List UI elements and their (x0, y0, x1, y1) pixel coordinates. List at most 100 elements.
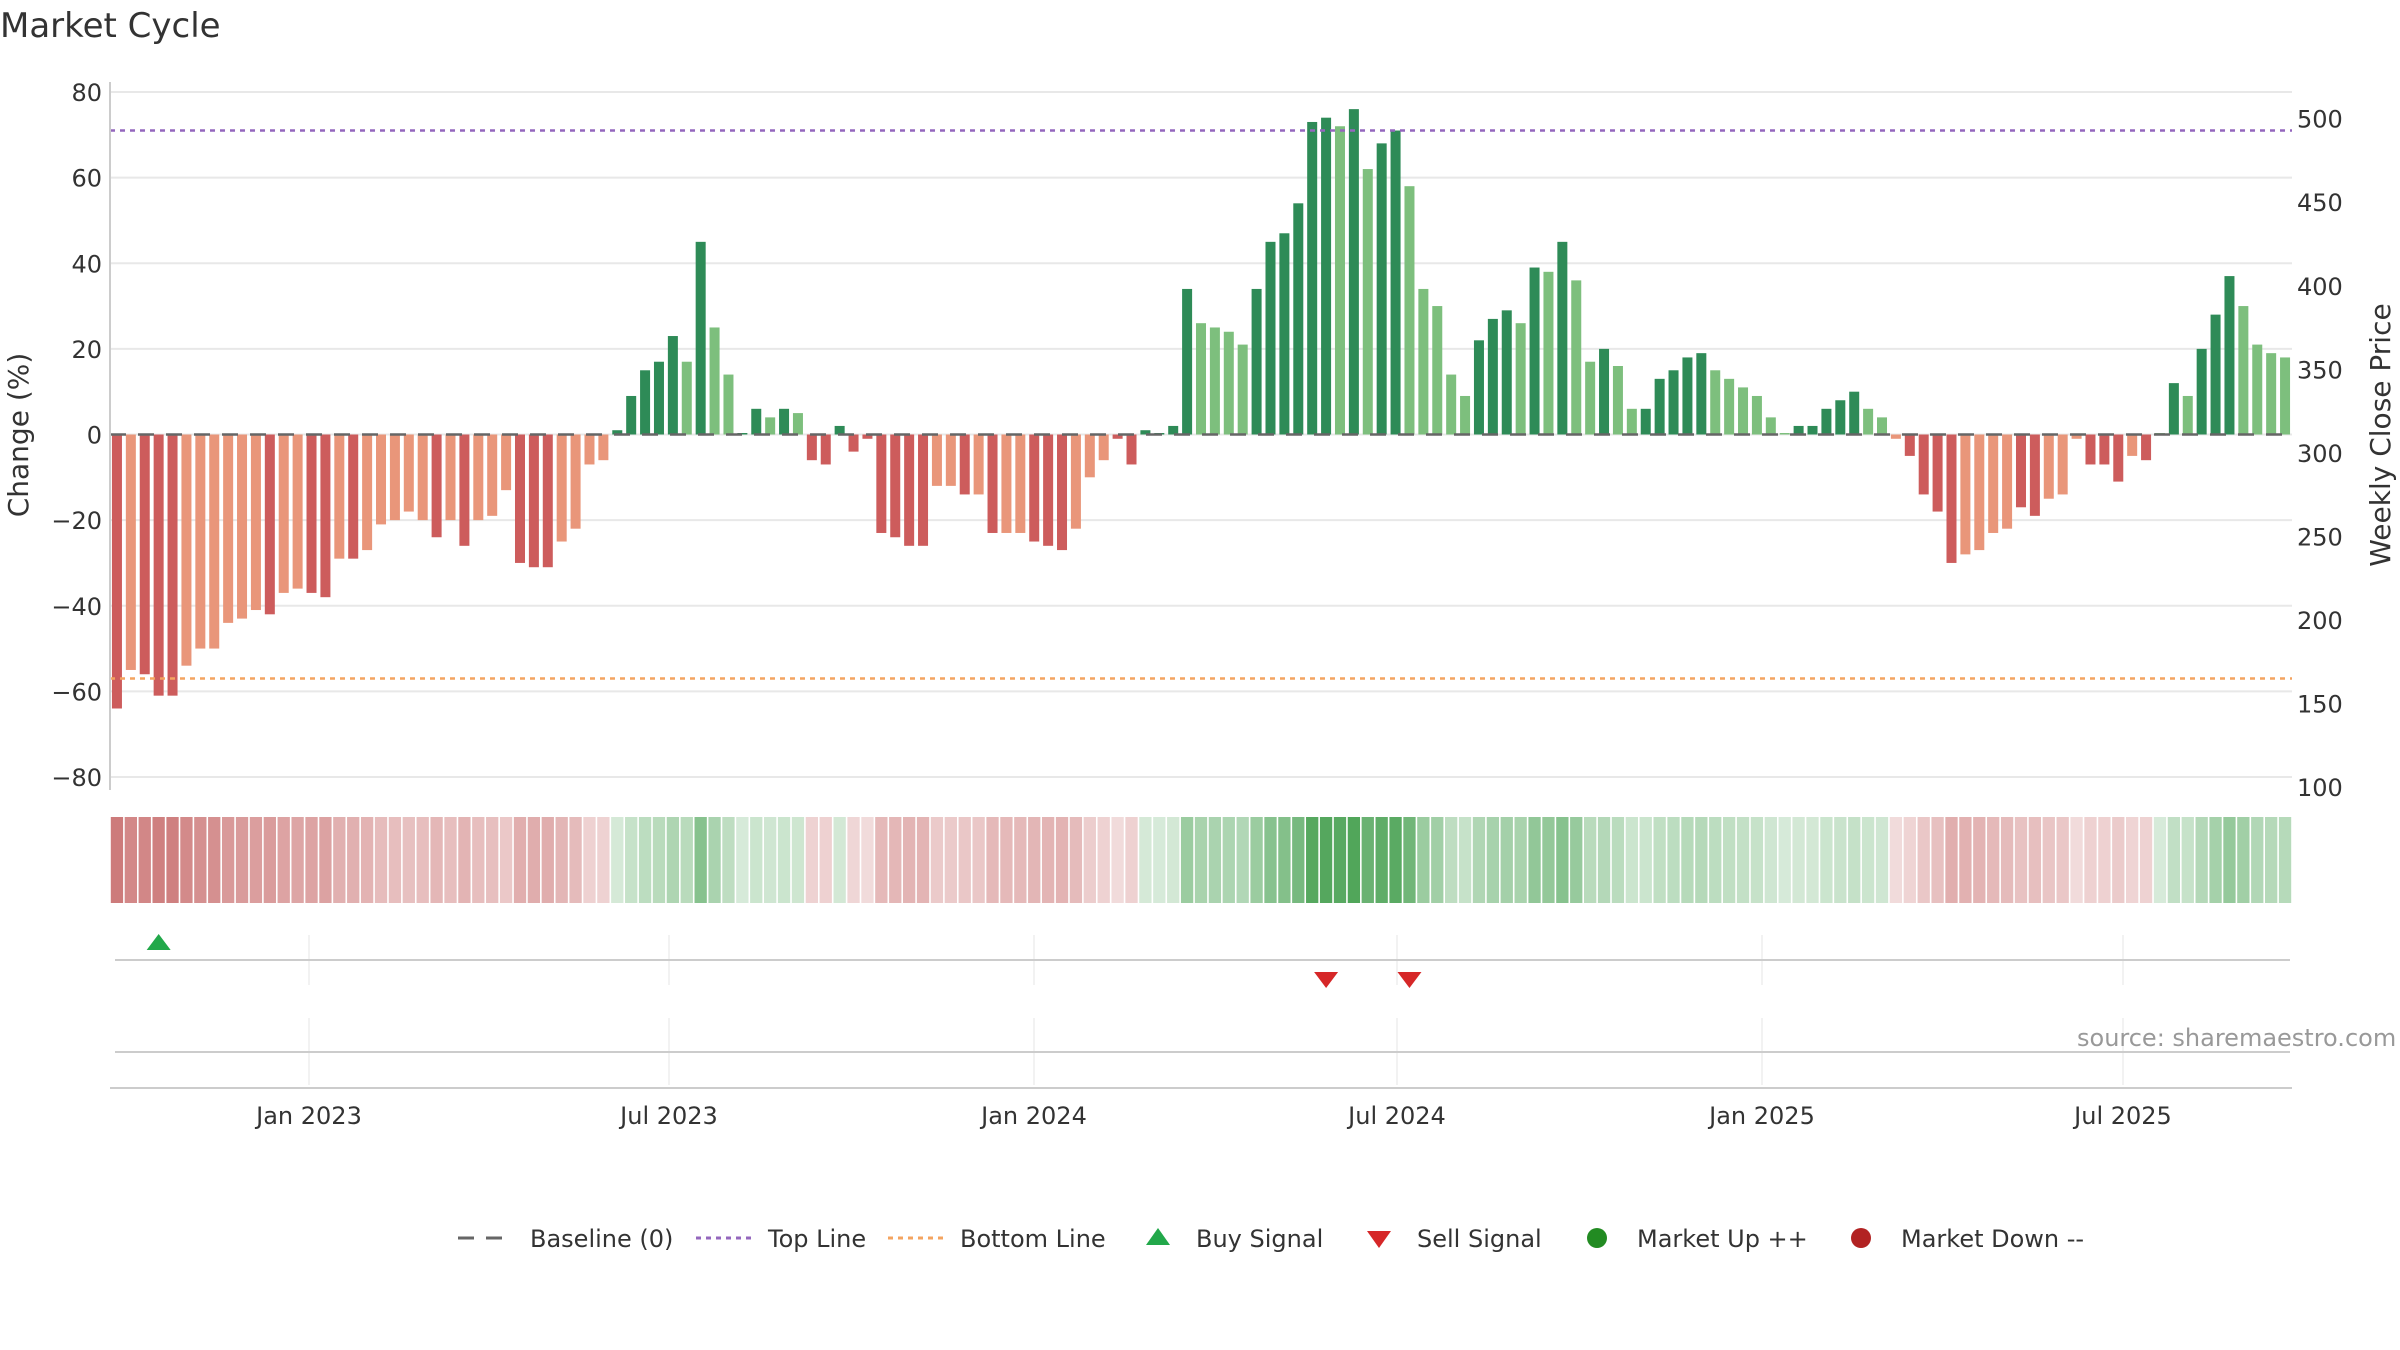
cycle-band-cell (1597, 817, 1611, 903)
cycle-band-cell (1389, 817, 1402, 903)
cycle-band-cell (208, 817, 221, 903)
y2-tick-label: 300 (2297, 440, 2343, 468)
change-bar (1599, 348, 1610, 435)
change-bar (2029, 434, 2040, 516)
cycle-band-cell (1375, 817, 1388, 903)
change-bar (2113, 434, 2124, 482)
cycle-band-cell (1695, 817, 1708, 903)
change-bar (1279, 233, 1290, 435)
change-bar (751, 408, 762, 435)
chart-title: Market Cycle (0, 6, 221, 46)
cycle-band-cell (1639, 817, 1652, 903)
cycle-band-cell (444, 817, 457, 903)
y2-axis-title: Weekly Close Price (2364, 303, 2397, 566)
cycle-band-cell (819, 817, 832, 903)
cycle-band-cell (2000, 817, 2014, 903)
cycle-band-cell (1055, 817, 1069, 903)
y-tick-label: −80 (51, 764, 102, 792)
y2-tick-label: 100 (2297, 774, 2343, 802)
change-bar (1140, 430, 1151, 435)
change-bar (306, 434, 317, 593)
x-tick-label: Jan 2024 (979, 1102, 1087, 1130)
cycle-band-cell (902, 817, 916, 903)
cycle-band-cell (1514, 817, 1527, 903)
cycle-band-cell (1180, 817, 1194, 903)
change-bar (473, 434, 484, 521)
change-bar (1696, 353, 1707, 435)
change-bar (1821, 408, 1832, 435)
cycle-band-cell (861, 817, 874, 903)
cycle-band-cell (986, 817, 999, 903)
legend-label: Top Line (767, 1225, 866, 1253)
change-bar (1015, 434, 1026, 533)
change-bar (1710, 370, 1721, 435)
change-bar (890, 434, 901, 538)
change-bar (1293, 203, 1304, 435)
cycle-band-cell (1722, 817, 1736, 903)
cycle-band-cell (249, 817, 263, 903)
change-bar (1877, 417, 1888, 435)
change-bar (1043, 434, 1054, 546)
cycle-band-cell (791, 817, 805, 903)
legend-item: Sell Signal (1367, 1225, 1542, 1253)
change-bar (556, 434, 567, 542)
cycle-band-cell (277, 817, 290, 903)
cycle-band-cell (138, 817, 151, 903)
change-bar (1126, 434, 1137, 465)
change-bar (1334, 126, 1345, 435)
cycle-band-cell (736, 817, 749, 903)
change-bar (528, 434, 539, 568)
change-bar (945, 434, 956, 486)
change-bar (237, 434, 248, 619)
cycle-band-cell (1556, 817, 1569, 903)
cycle-band-cell (347, 817, 360, 903)
cycle-band-cell (833, 817, 846, 903)
grid-layer (110, 91, 2292, 1085)
cycle-band-cell (777, 817, 791, 903)
change-bar (223, 434, 234, 623)
change-bar (2085, 434, 2096, 465)
sell-signal-marker (1397, 972, 1422, 988)
change-bar (1765, 417, 1776, 435)
change-bar (598, 434, 609, 461)
change-bar (1571, 280, 1582, 435)
x-tick-label: Jan 2023 (254, 1102, 362, 1130)
cycle-band-cell (1014, 817, 1027, 903)
change-bar (1446, 374, 1457, 435)
change-bar (1960, 434, 1971, 555)
x-tick-label: Jul 2024 (1346, 1102, 1446, 1130)
cycle-band-cell (2139, 817, 2153, 903)
change-bar (1209, 327, 1220, 435)
y-tick-label: 60 (71, 165, 102, 193)
cycle-band-cell (1347, 817, 1361, 903)
y-tick-label: 40 (71, 250, 102, 278)
cycle-band-cell (1167, 817, 1180, 903)
cycle-band-cell (1000, 817, 1013, 903)
cycle-band-cell (1931, 817, 1944, 903)
change-bar (1501, 310, 1512, 435)
change-bar (292, 434, 303, 589)
change-bar (1654, 378, 1665, 435)
cycle-band-cell (1848, 817, 1861, 903)
change-bar (918, 434, 929, 546)
cycle-band-cell (1667, 817, 1680, 903)
change-bar (1988, 434, 1999, 533)
cycle-band-cell (458, 817, 471, 903)
change-bar (1738, 387, 1749, 435)
change-bar (1793, 425, 1804, 435)
cycle-band-cell (1917, 817, 1930, 903)
change-bar (2238, 306, 2249, 435)
cycle-band-cell (2042, 817, 2055, 903)
cycle-band-cell (1306, 817, 1319, 903)
x-tick-label: Jul 2023 (618, 1102, 718, 1130)
cycle-band-cell (1445, 817, 1458, 903)
cycle-band-cell (1194, 817, 1208, 903)
change-bar (362, 434, 373, 551)
y2-tick-label: 450 (2297, 189, 2343, 217)
change-bar (1223, 331, 1234, 435)
legend-item: Market Down -- (1851, 1225, 2084, 1253)
cycle-band-cell (597, 817, 610, 903)
change-bar (1001, 434, 1012, 533)
cycle-band-cell (2070, 817, 2083, 903)
cycle-band-cell (1834, 817, 1847, 903)
